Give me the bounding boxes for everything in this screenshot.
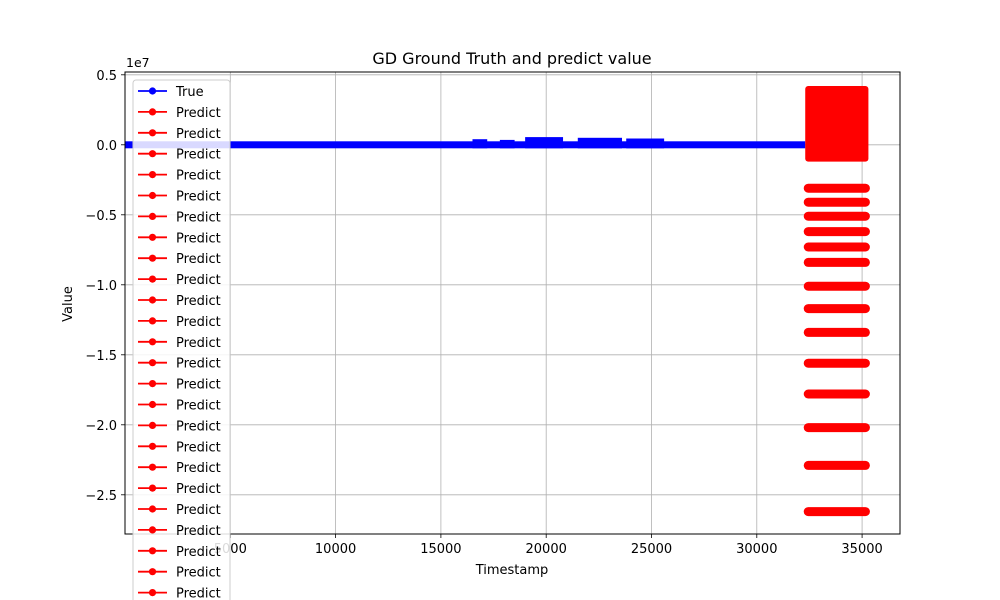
legend-marker [148,317,157,325]
legend-label: Predict [176,482,221,497]
y-tick-label: −1.0 [85,279,117,294]
y-axis-label: Value [61,286,76,322]
legend-marker [148,254,157,262]
legend-label: Predict [176,106,221,121]
legend-marker [148,589,157,597]
legend-label: Predict [176,587,221,600]
legend-label: Predict [176,294,221,309]
legend-marker [148,400,157,409]
legend-marker [148,171,157,179]
legend-label: Predict [176,273,221,288]
y-tick-label: 0.5 [96,69,117,84]
legend-marker [148,212,157,220]
y-tick-label: −0.5 [85,209,117,224]
legend-marker [148,150,157,158]
legend-marker [148,380,157,388]
legend-label: Predict [176,127,221,142]
y-tick-label: 0.0 [96,139,117,154]
legend-label: Predict [176,315,221,330]
legend-marker [148,87,157,95]
y-tick-label: −2.5 [85,489,117,504]
legend-label: Predict [176,566,221,581]
plot-frame [124,71,901,535]
legend-marker [148,233,157,241]
x-tick-label: 35000 [841,542,882,557]
legend-marker [148,191,157,200]
legend-marker [148,442,157,450]
grid [125,72,900,534]
legend-label: Predict [176,190,221,205]
true-series-bump [626,138,665,149]
legend-marker [148,296,157,304]
legend-label: Predict [176,252,221,267]
predict-block [805,86,869,162]
legend-label: Predict [176,169,221,184]
legend-marker [148,275,157,283]
legend-marker [148,505,157,513]
legend-label: Predict [176,399,221,414]
legend-marker [148,421,157,429]
legend-label: Predict [176,545,221,560]
x-tick-label: 25000 [631,542,672,557]
legend-marker [148,526,157,534]
legend-label: Predict [176,357,221,372]
true-series-band [125,141,806,149]
legend-marker [148,108,157,116]
x-tick-label: 10000 [315,542,356,557]
true-series [125,137,806,149]
legend-label: Predict [176,524,221,539]
legend-marker [148,129,157,137]
legend-marker [148,359,157,367]
y-ticks: 0.5 0.0 −0.5 −1.0 −1.5 −2.0 −2.5 [85,69,125,504]
x-tick-label: 20000 [526,542,567,557]
legend-label: Predict [176,461,221,476]
legend-label: True [175,85,204,100]
x-ticks: 5000100001500020000250003000035000 [214,534,883,557]
y-tick-label: −2.0 [85,419,117,434]
true-series-bump [472,139,488,149]
predict-series [803,86,870,517]
legend-label: Predict [176,231,221,246]
chart-title: GD Ground Truth and predict value [372,49,651,68]
legend-box [132,79,231,600]
legend-marker [148,568,157,576]
x-axis-label: Timestamp [475,563,549,578]
legend-label: Predict [176,148,221,163]
legend: True Predict Predict Predict Predict Predict P… [132,79,231,600]
legend-label: Predict [176,440,221,455]
x-tick-label: 30000 [736,542,777,557]
legend-marker [148,338,157,346]
legend-marker [148,547,157,555]
y-tick-label: −1.5 [85,349,117,364]
legend-label: Predict [176,336,221,351]
legend-label: Predict [176,419,221,434]
y-offset-label: 1e7 [126,55,150,70]
legend-marker [148,484,157,492]
x-tick-label: 15000 [420,542,461,557]
legend-label: Predict [176,503,221,518]
legend-label: Predict [176,210,221,225]
legend-label: Predict [176,378,221,393]
true-series-bump [525,137,564,149]
legend-marker [148,463,157,471]
true-series-bump [577,137,623,149]
true-series-bump [499,139,515,149]
